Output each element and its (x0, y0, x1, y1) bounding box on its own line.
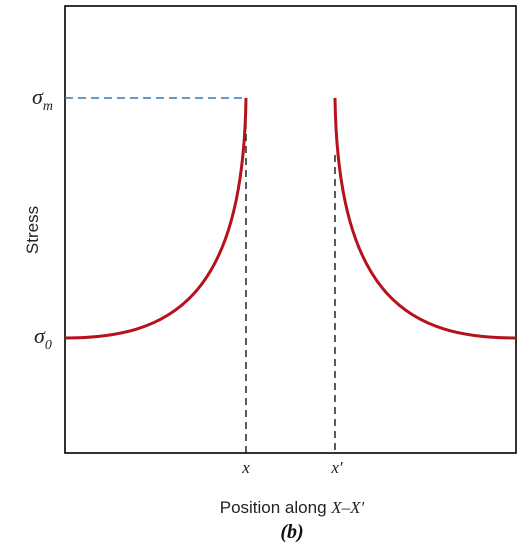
sigma-m-label: σm (32, 84, 53, 114)
y-axis-label: Stress (23, 206, 42, 254)
plot-frame (64, 5, 517, 454)
x-axis-label: Position along X–X′ (220, 498, 365, 517)
right-stress-curve (333, 97, 517, 340)
x-tick-label: x (241, 458, 250, 477)
left-stress-curve (64, 97, 248, 340)
x-prime-tick-label: x′ (330, 458, 343, 477)
sigma-0-label: σ0 (34, 323, 52, 353)
figure-caption: (b) (280, 521, 303, 543)
